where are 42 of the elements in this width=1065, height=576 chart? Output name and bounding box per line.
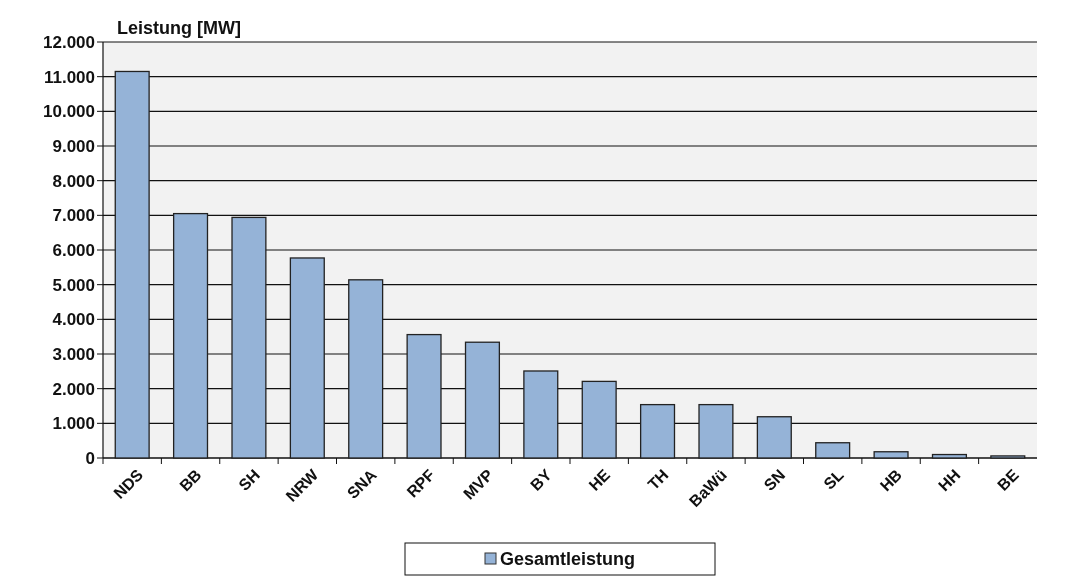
legend-label: Gesamtleistung: [500, 549, 636, 570]
bar: [172, 212, 209, 459]
bar: [523, 370, 559, 459]
bar: [581, 380, 617, 459]
y-tick-label: 1.000: [52, 414, 95, 434]
y-tick-label: 9.000: [52, 136, 95, 156]
bar: [406, 333, 442, 459]
y-tick-label: 11.000: [43, 67, 95, 87]
y-tick-label: 12.000: [43, 32, 95, 52]
bar: [873, 451, 909, 459]
y-tick-label: 6.000: [52, 240, 95, 260]
y-tick-label: 3.000: [52, 344, 95, 364]
x-tick-label: SNA: [343, 465, 381, 502]
y-axis-title: Leistung [MW]: [117, 18, 241, 38]
bar: [464, 341, 501, 459]
y-tick-label: 4.000: [52, 310, 95, 330]
x-tick-label: HH: [935, 466, 964, 495]
bar: [815, 442, 851, 459]
x-tick-label: BY: [527, 465, 556, 494]
bar: [756, 416, 792, 459]
x-tick-label: HE: [585, 465, 614, 494]
bar: [114, 70, 150, 459]
x-tick-label: TH: [644, 466, 672, 494]
y-tick-label: 8.000: [52, 171, 95, 191]
bar: [289, 257, 325, 459]
bar: [698, 403, 734, 459]
x-tick-label: SN: [760, 466, 789, 494]
x-tick-label: BB: [176, 466, 205, 495]
y-tick-label: 7.000: [52, 206, 95, 226]
x-tick-label: SL: [820, 465, 847, 493]
bar: [348, 279, 384, 459]
y-tick-label: 10.000: [43, 102, 95, 122]
bar: [639, 403, 676, 459]
y-tick-label: 2.000: [52, 379, 95, 399]
bar: [931, 453, 968, 459]
x-tick-label: HB: [876, 466, 906, 495]
bar: [990, 455, 1026, 459]
y-tick-label: 5.000: [52, 275, 95, 295]
x-tick-label: SH: [235, 466, 264, 494]
y-tick-label: 0: [85, 448, 95, 468]
x-tick-label: BE: [994, 465, 1023, 494]
bar: [231, 216, 267, 459]
